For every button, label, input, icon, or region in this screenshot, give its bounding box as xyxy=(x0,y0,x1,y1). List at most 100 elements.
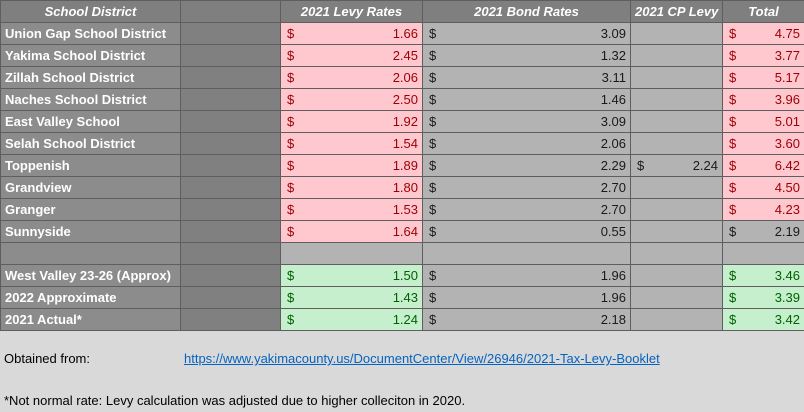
blank-cell[interactable] xyxy=(180,264,281,287)
total-cell[interactable]: $3.60 xyxy=(722,132,804,155)
total-cell[interactable]: $4.75 xyxy=(722,22,804,45)
blank-cell[interactable] xyxy=(180,220,281,243)
levy-rate-cell[interactable]: $1.54 xyxy=(280,132,423,155)
cp-levy-cell[interactable] xyxy=(630,286,723,309)
bond-rate-cell[interactable]: $1.96 xyxy=(422,286,631,309)
header-school-district[interactable]: School District xyxy=(0,0,181,23)
levy-rate-cell[interactable]: $2.50 xyxy=(280,88,423,111)
bond-rate-cell[interactable]: $2.70 xyxy=(422,198,631,221)
header-levy-rates[interactable]: 2021 Levy Rates xyxy=(280,0,423,23)
levy-rate-cell-value: 1.43 xyxy=(392,289,418,305)
blank-cell[interactable] xyxy=(180,176,281,199)
total-cell[interactable]: $2.19 xyxy=(722,220,804,243)
district-name[interactable]: Toppenish xyxy=(0,154,181,177)
blank-cell[interactable] xyxy=(422,242,631,265)
district-name[interactable]: Naches School District xyxy=(0,88,181,111)
cp-levy-cell[interactable]: $2.24 xyxy=(630,154,723,177)
district-name[interactable]: West Valley 23-26 (Approx) xyxy=(0,264,181,287)
header-total[interactable]: Total xyxy=(722,0,804,23)
bond-rate-cell[interactable]: $2.29 xyxy=(422,154,631,177)
blank-cell[interactable] xyxy=(180,66,281,89)
total-cell[interactable]: $3.96 xyxy=(722,88,804,111)
blank-cell[interactable] xyxy=(180,132,281,155)
bond-rate-cell[interactable]: $2.18 xyxy=(422,308,631,331)
source-link[interactable]: https://www.yakimacounty.us/DocumentCent… xyxy=(184,351,660,366)
levy-rate-cell[interactable]: $2.45 xyxy=(280,44,423,67)
blank-cell[interactable] xyxy=(180,286,281,309)
obtained-label: Obtained from: xyxy=(4,351,90,366)
bond-rate-cell[interactable]: $2.06 xyxy=(422,132,631,155)
blank-cell[interactable] xyxy=(180,44,281,67)
levy-rate-cell[interactable]: $1.53 xyxy=(280,198,423,221)
district-name[interactable]: Grandview xyxy=(0,176,181,199)
bond-rate-cell[interactable]: $3.09 xyxy=(422,110,631,133)
cp-levy-cell[interactable] xyxy=(630,264,723,287)
levy-rate-cell[interactable]: $1.89 xyxy=(280,154,423,177)
bond-rate-cell[interactable]: $1.46 xyxy=(422,88,631,111)
district-name[interactable]: Sunnyside xyxy=(0,220,181,243)
total-cell-value: 3.39 xyxy=(774,289,800,305)
levy-rate-cell[interactable]: $1.66 xyxy=(280,22,423,45)
levy-rate-cell[interactable]: $1.92 xyxy=(280,110,423,133)
cp-levy-cell[interactable] xyxy=(630,132,723,155)
blank-cell[interactable] xyxy=(180,242,281,265)
total-cell[interactable]: $3.42 xyxy=(722,308,804,331)
bond-rate-cell-value: 3.11 xyxy=(601,69,626,85)
district-name[interactable]: Zillah School District xyxy=(0,66,181,89)
total-cell[interactable]: $6.42 xyxy=(722,154,804,177)
blank-cell[interactable] xyxy=(180,308,281,331)
table-row: Grandview $1.80 $2.70 $4.50 xyxy=(0,176,804,199)
district-name[interactable]: Union Gap School District xyxy=(0,22,181,45)
levy-rate-cell[interactable]: $1.80 xyxy=(280,176,423,199)
blank-cell[interactable] xyxy=(180,154,281,177)
header-cp-levy[interactable]: 2021 CP Levy xyxy=(630,0,723,23)
total-cell[interactable]: $3.39 xyxy=(722,286,804,309)
blank-cell[interactable] xyxy=(722,242,804,265)
bond-rate-cell[interactable]: $0.55 xyxy=(422,220,631,243)
bond-rate-cell[interactable]: $1.32 xyxy=(422,44,631,67)
blank-cell[interactable] xyxy=(180,88,281,111)
blank-cell[interactable] xyxy=(0,242,181,265)
currency-symbol: $ xyxy=(729,113,737,129)
levy-rate-cell[interactable]: $2.06 xyxy=(280,66,423,89)
bond-rate-cell[interactable]: $1.96 xyxy=(422,264,631,287)
blank-cell[interactable] xyxy=(630,242,723,265)
cp-levy-cell[interactable] xyxy=(630,110,723,133)
total-cell[interactable]: $4.50 xyxy=(722,176,804,199)
district-name[interactable]: East Valley School xyxy=(0,110,181,133)
cp-levy-cell[interactable] xyxy=(630,22,723,45)
bond-rate-cell[interactable]: $3.11 xyxy=(422,66,631,89)
district-name[interactable]: 2022 Approximate xyxy=(0,286,181,309)
bond-rate-cell[interactable]: $3.09 xyxy=(422,22,631,45)
total-cell[interactable]: $3.46 xyxy=(722,264,804,287)
levy-rate-cell[interactable]: $1.50 xyxy=(280,264,423,287)
cp-levy-cell[interactable] xyxy=(630,88,723,111)
blank-cell[interactable] xyxy=(180,22,281,45)
bond-rate-cell[interactable]: $2.70 xyxy=(422,176,631,199)
cp-levy-cell[interactable] xyxy=(630,44,723,67)
levy-rate-cell[interactable]: $1.24 xyxy=(280,308,423,331)
currency-symbol: $ xyxy=(287,69,295,85)
header-blank[interactable] xyxy=(180,0,281,23)
cp-levy-cell[interactable] xyxy=(630,220,723,243)
blank-cell[interactable] xyxy=(180,198,281,221)
total-cell-value: 4.23 xyxy=(774,201,800,217)
cp-levy-cell[interactable] xyxy=(630,176,723,199)
blank-cell[interactable] xyxy=(280,242,423,265)
total-cell[interactable]: $5.01 xyxy=(722,110,804,133)
header-bond-rates[interactable]: 2021 Bond Rates xyxy=(422,0,631,23)
cp-levy-cell[interactable] xyxy=(630,308,723,331)
district-name[interactable]: 2021 Actual* xyxy=(0,308,181,331)
levy-rate-cell-value: 1.89 xyxy=(392,157,418,173)
district-name[interactable]: Yakima School District xyxy=(0,44,181,67)
total-cell[interactable]: $5.17 xyxy=(722,66,804,89)
blank-cell[interactable] xyxy=(180,110,281,133)
cp-levy-cell[interactable] xyxy=(630,66,723,89)
district-name[interactable]: Selah School District xyxy=(0,132,181,155)
total-cell[interactable]: $3.77 xyxy=(722,44,804,67)
district-name[interactable]: Granger xyxy=(0,198,181,221)
total-cell[interactable]: $4.23 xyxy=(722,198,804,221)
levy-rate-cell[interactable]: $1.43 xyxy=(280,286,423,309)
cp-levy-cell[interactable] xyxy=(630,198,723,221)
levy-rate-cell[interactable]: $1.64 xyxy=(280,220,423,243)
